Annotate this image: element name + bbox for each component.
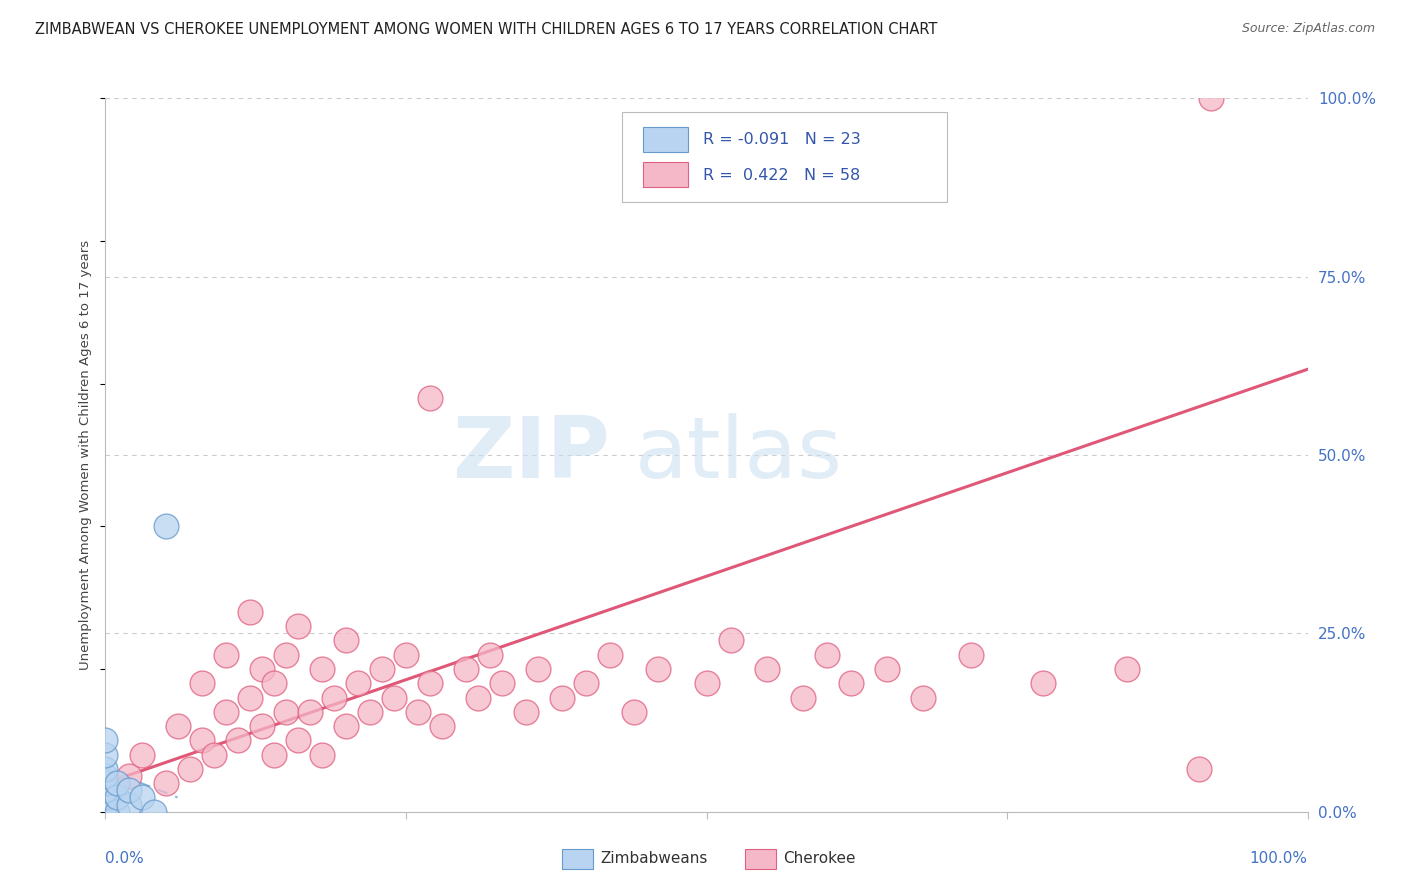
Point: [454, 662, 477, 676]
Point: [214, 705, 236, 719]
Point: [94, 776, 117, 790]
Point: [1116, 662, 1139, 676]
Point: [647, 662, 669, 676]
Point: [190, 733, 212, 747]
Bar: [643, 162, 689, 187]
Point: [395, 648, 418, 662]
Point: [107, 776, 129, 790]
Point: [226, 733, 249, 747]
Point: [155, 519, 177, 533]
Point: [118, 783, 141, 797]
Point: [527, 662, 550, 676]
Point: [155, 776, 177, 790]
Point: [94, 805, 117, 819]
Text: 100.0%: 100.0%: [1250, 851, 1308, 866]
Point: [311, 662, 333, 676]
Point: [239, 605, 262, 619]
Point: [287, 619, 309, 633]
Point: [311, 747, 333, 762]
Point: [94, 733, 117, 747]
Point: [515, 705, 537, 719]
Point: [179, 762, 201, 776]
Point: [575, 676, 598, 690]
Point: [118, 797, 141, 812]
Point: [623, 705, 645, 719]
Point: [322, 690, 344, 705]
Text: Zimbabweans: Zimbabweans: [600, 852, 707, 866]
Point: [815, 648, 838, 662]
Text: 0.0%: 0.0%: [105, 851, 145, 866]
Point: [1188, 762, 1211, 776]
Point: [214, 648, 236, 662]
Point: [335, 719, 357, 733]
Point: [131, 790, 153, 805]
Point: [419, 676, 441, 690]
Point: [467, 690, 489, 705]
Point: [118, 769, 141, 783]
Text: Cherokee: Cherokee: [783, 852, 856, 866]
Point: [551, 690, 574, 705]
Point: [491, 676, 513, 690]
Point: [131, 747, 153, 762]
Point: [430, 719, 453, 733]
Y-axis label: Unemployment Among Women with Children Ages 6 to 17 years: Unemployment Among Women with Children A…: [79, 240, 93, 670]
Point: [94, 805, 117, 819]
Point: [250, 719, 273, 733]
Point: [94, 805, 117, 819]
Point: [94, 805, 117, 819]
Text: Source: ZipAtlas.com: Source: ZipAtlas.com: [1241, 22, 1375, 36]
Point: [94, 790, 117, 805]
Text: R =  0.422   N = 58: R = 0.422 N = 58: [703, 168, 860, 183]
Text: R = -0.091   N = 23: R = -0.091 N = 23: [703, 132, 860, 147]
Point: [382, 690, 405, 705]
Text: ZIP: ZIP: [453, 413, 610, 497]
Point: [94, 790, 117, 805]
Point: [755, 662, 778, 676]
Point: [298, 705, 321, 719]
Point: [479, 648, 502, 662]
Point: [960, 648, 983, 662]
Point: [347, 676, 370, 690]
Point: [406, 705, 429, 719]
Point: [876, 662, 898, 676]
Point: [94, 797, 117, 812]
Point: [239, 690, 262, 705]
Point: [371, 662, 394, 676]
Point: [1201, 91, 1223, 105]
FancyBboxPatch shape: [623, 112, 948, 202]
Point: [94, 769, 117, 783]
Point: [250, 662, 273, 676]
Point: [263, 676, 285, 690]
Point: [107, 805, 129, 819]
Point: [419, 391, 441, 405]
Point: [94, 805, 117, 819]
Point: [94, 797, 117, 812]
Text: atlas: atlas: [634, 413, 842, 497]
Point: [839, 676, 862, 690]
Point: [190, 676, 212, 690]
Point: [94, 747, 117, 762]
Point: [792, 690, 814, 705]
Point: [166, 719, 188, 733]
Point: [287, 733, 309, 747]
Point: [274, 705, 297, 719]
Point: [335, 633, 357, 648]
Point: [263, 747, 285, 762]
Bar: [643, 127, 689, 152]
Point: [599, 648, 621, 662]
Point: [696, 676, 718, 690]
Point: [202, 747, 225, 762]
Point: [359, 705, 381, 719]
Point: [94, 783, 117, 797]
Text: ZIMBABWEAN VS CHEROKEE UNEMPLOYMENT AMONG WOMEN WITH CHILDREN AGES 6 TO 17 YEARS: ZIMBABWEAN VS CHEROKEE UNEMPLOYMENT AMON…: [35, 22, 938, 37]
Point: [94, 762, 117, 776]
Point: [107, 790, 129, 805]
Point: [720, 633, 742, 648]
Point: [1032, 676, 1054, 690]
Point: [911, 690, 934, 705]
Point: [274, 648, 297, 662]
Point: [142, 805, 165, 819]
